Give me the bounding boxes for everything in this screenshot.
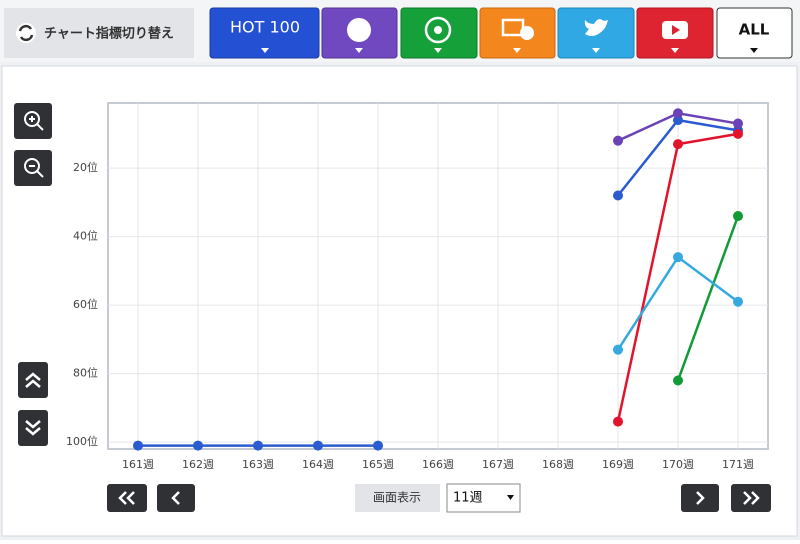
series-line [676, 215, 740, 381]
data-point [733, 128, 743, 139]
x-tick-label: 169週 [602, 458, 634, 471]
zoom-in-glyph [29, 116, 44, 131]
x-tick-label: 164週 [302, 458, 334, 471]
x-tick-label: 161週 [122, 458, 154, 471]
dropdown-caret [750, 48, 758, 53]
streaming-icon [424, 16, 452, 44]
hot100-label: HOT 100 [230, 18, 300, 37]
scroll-down-icon [25, 420, 41, 436]
dropdown-caret [592, 48, 600, 53]
dropdown-caret [513, 48, 521, 53]
zoom-out-icon [24, 158, 40, 174]
download-icon [347, 18, 371, 42]
weeks-select[interactable] [446, 483, 521, 513]
dropdown-caret [261, 48, 269, 53]
zoom-out-glyph [29, 165, 44, 178]
sales-button[interactable] [479, 7, 556, 59]
data-point [673, 115, 683, 126]
dropdown-caret [355, 48, 363, 53]
dropdown-caret [434, 48, 442, 53]
x-tick-label: 166週 [422, 458, 454, 471]
prev-page-button[interactable] [157, 484, 195, 512]
x-tick-label: 163週 [242, 458, 274, 471]
weeks-value: 11週 [453, 491, 483, 506]
select-caret [507, 495, 514, 500]
zoom-out-button[interactable] [14, 150, 52, 186]
display-label: 画面表示 [373, 491, 421, 505]
data-point [673, 375, 683, 386]
x-tick-label: 171週 [722, 458, 754, 471]
plot: 161週 162週 163週 164週 165週 166週 167週 168週 169週 170週… [66, 102, 769, 471]
refresh-arrows [18, 24, 34, 42]
streaming-icon-dot [434, 26, 442, 34]
data-point [613, 135, 623, 146]
data-point [733, 211, 743, 222]
x-tick-label: 162週 [182, 458, 214, 471]
hot100-button[interactable] [209, 7, 320, 59]
data-point [253, 440, 263, 451]
data-point [733, 296, 743, 307]
twitter-icon [584, 19, 608, 36]
display-label-box [355, 484, 440, 512]
y-tick-label: 80位 [73, 366, 98, 380]
first-page-icon [118, 491, 135, 505]
sales-disc [520, 26, 534, 40]
x-tick-label: 170週 [662, 458, 694, 471]
zoom-in-icon [24, 111, 40, 127]
y-tick-label: 100位 [66, 434, 98, 448]
youtube-play [672, 25, 680, 35]
data-point [673, 108, 683, 119]
y-tick-label: 40位 [73, 229, 98, 243]
x-tick-label: 165週 [362, 458, 394, 471]
data-point [613, 190, 623, 201]
data-point [373, 440, 383, 451]
toolbar-label: チャート指標切り替え [44, 26, 174, 42]
data-point [613, 416, 623, 427]
all-label: ALL [739, 21, 770, 39]
last-page-icon [743, 491, 760, 505]
y-tick-label: 20位 [73, 160, 98, 174]
x-tick-label: 167週 [482, 458, 514, 471]
scroll-up-icon [25, 372, 41, 388]
x-tick-label: 168週 [542, 458, 574, 471]
prev-page-icon [171, 491, 180, 505]
data-point [673, 252, 683, 263]
y-tick-label: 60位 [73, 297, 98, 311]
dropdown-caret [671, 48, 679, 53]
data-point [313, 440, 323, 451]
data-point [613, 344, 623, 355]
data-point [193, 440, 203, 451]
next-page-button[interactable] [681, 484, 719, 512]
data-point [133, 440, 143, 451]
all-button[interactable] [716, 7, 793, 59]
data-point [733, 118, 743, 129]
data-point [673, 139, 683, 150]
next-page-icon [696, 491, 705, 505]
